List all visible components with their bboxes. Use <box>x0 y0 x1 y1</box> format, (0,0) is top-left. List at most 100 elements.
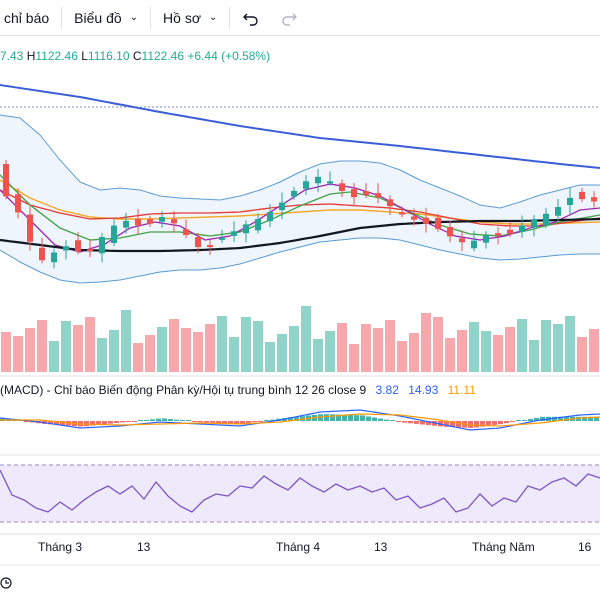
macd-histogram-bar <box>474 421 479 428</box>
macd-legend[interactable]: (MACD) - Chỉ báo Biến động Phân kỳ/Hội t… <box>0 383 476 397</box>
volume-bar <box>181 328 191 372</box>
volume-bar <box>325 331 335 372</box>
volume-bar <box>505 327 515 372</box>
chart-menu-label: Biểu đồ <box>74 9 122 26</box>
macd-histogram-bar <box>252 421 257 423</box>
macd-value: 3.82 <box>375 383 399 397</box>
macd-histogram-bar <box>264 420 269 421</box>
candle-body <box>255 219 261 231</box>
candle-body <box>531 219 537 228</box>
undo-button[interactable] <box>238 4 264 32</box>
profile-menu-button[interactable]: Hồ sơ ⌄ <box>159 4 221 32</box>
volume-bar <box>37 320 47 372</box>
indicators-button[interactable]: chỉ báo <box>0 4 53 32</box>
volume-bar <box>1 332 11 372</box>
macd-histogram-bar <box>288 417 293 421</box>
volume-bar <box>421 313 431 372</box>
low-label: L <box>81 49 88 63</box>
macd-histogram-bar <box>522 419 527 421</box>
candle-body <box>219 237 225 240</box>
candle-body <box>3 164 9 197</box>
redo-button[interactable] <box>276 4 302 32</box>
candle-body <box>87 249 93 252</box>
macd-histogram-value: 11.11 <box>447 383 476 397</box>
candle-body <box>63 246 69 251</box>
candle-body <box>171 219 177 224</box>
toolbar-divider <box>229 6 231 29</box>
macd-histogram-bar <box>90 421 95 426</box>
candle-body <box>15 194 21 213</box>
macd-histogram-bar <box>210 421 215 423</box>
macd-histogram-bar <box>192 421 197 422</box>
macd-histogram-bar <box>390 420 395 421</box>
macd-histogram-bar <box>504 421 509 424</box>
volume-bar <box>577 337 587 372</box>
macd-histogram-bar <box>396 421 401 422</box>
macd-histogram-bar <box>444 421 449 427</box>
volume-bar <box>301 306 311 372</box>
macd-histogram-bar <box>450 421 455 428</box>
macd-histogram-bar <box>318 414 323 421</box>
macd-line <box>0 409 600 431</box>
volume-bar <box>85 317 95 372</box>
candle-body <box>75 240 81 252</box>
high-label: H <box>26 49 36 63</box>
macd-histogram-bar <box>198 421 203 423</box>
volume-bar <box>457 330 467 372</box>
volume-bars <box>1 306 599 372</box>
volume-bar <box>25 328 35 372</box>
volume-bar <box>73 325 83 372</box>
macd-histogram-bar <box>240 421 245 424</box>
candle-body <box>543 213 549 226</box>
volume-bar <box>61 321 71 372</box>
candle-body <box>351 189 357 198</box>
candle-body <box>447 226 453 237</box>
volume-bar <box>589 329 599 372</box>
volume-bar <box>385 320 395 372</box>
macd-histogram-bar <box>222 421 227 424</box>
volume-bar <box>253 321 263 372</box>
candle-body <box>519 225 525 232</box>
time-axis-label: Tháng Năm <box>472 540 535 554</box>
macd-histogram-bar <box>528 418 533 421</box>
volume-bar <box>109 330 119 372</box>
candle-body <box>507 229 513 234</box>
candle-body <box>231 231 237 236</box>
macd-histogram-bar <box>144 419 149 421</box>
volume-bar <box>265 342 275 372</box>
ma-orange-line <box>0 179 600 225</box>
volume-bar <box>13 336 23 372</box>
macd-histogram-bar <box>414 421 419 424</box>
candle-body <box>555 207 561 216</box>
macd-histogram-bar <box>582 416 587 421</box>
macd-histogram-bar <box>60 421 65 426</box>
macd-histogram-bar <box>402 421 407 423</box>
candle-body <box>303 181 309 189</box>
candle-body <box>423 217 429 224</box>
candle-body <box>27 214 33 242</box>
volume-bar <box>433 317 443 372</box>
volume-bar <box>277 334 287 372</box>
macd-histogram-bar <box>168 419 173 421</box>
volume-bar <box>541 320 551 372</box>
macd-histogram-bar <box>576 416 581 421</box>
macd-histogram-bar <box>132 421 137 422</box>
volume-bar <box>205 324 215 372</box>
volume-bar <box>565 316 575 372</box>
macd-histogram-bar <box>186 420 191 421</box>
macd-histogram-bar <box>354 415 359 421</box>
timezone-clock-icon[interactable] <box>0 576 14 590</box>
macd-histogram-bar <box>120 421 125 423</box>
bollinger-lower-band <box>0 237 600 284</box>
time-axis: Tháng 3 13 Tháng 4 13 Tháng Năm 16 <box>0 536 600 556</box>
macd-histogram-bar <box>174 419 179 421</box>
volume-bar <box>553 324 563 372</box>
candle-body <box>399 212 405 215</box>
volume-bar <box>493 335 503 372</box>
chart-menu-button[interactable]: Biểu đồ ⌄ <box>70 4 142 32</box>
macd-histogram-bar <box>378 418 383 421</box>
rsi-line <box>0 469 600 513</box>
macd-histogram-bar <box>360 415 365 421</box>
open-value: 7.43 <box>0 49 24 63</box>
